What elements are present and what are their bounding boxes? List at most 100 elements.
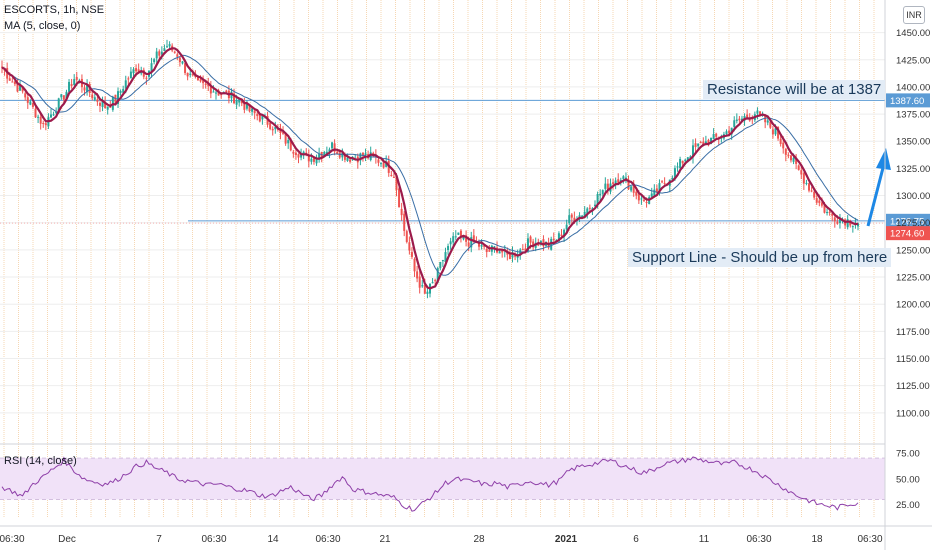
- candle-body: [547, 243, 550, 248]
- candle-body: [681, 160, 684, 164]
- candle-body: [691, 145, 694, 158]
- candle-body: [627, 179, 630, 190]
- candle-body: [434, 280, 437, 282]
- candle-body: [83, 87, 86, 91]
- candle-body: [813, 191, 816, 198]
- price-tick-label: 1350.00: [896, 137, 930, 148]
- candle-body: [204, 83, 207, 85]
- candle-body: [398, 188, 401, 208]
- candle-body: [403, 213, 406, 231]
- price-tick-label: 1125.00: [896, 381, 930, 392]
- candle-body: [209, 86, 212, 94]
- level-tag-label: 1276.75: [890, 216, 924, 227]
- candle-body: [637, 193, 640, 201]
- candle-body: [686, 157, 689, 162]
- candle-body: [274, 127, 277, 130]
- candle-body: [251, 108, 254, 112]
- candle-body: [838, 219, 841, 223]
- candle-body: [818, 200, 821, 203]
- candle-body: [168, 44, 171, 47]
- candle-body: [759, 111, 762, 115]
- candle-body: [307, 154, 310, 162]
- candle-body: [135, 68, 138, 72]
- candle-body: [253, 110, 256, 114]
- candle-body: [784, 148, 787, 155]
- candle-body: [34, 108, 37, 118]
- candle-body: [658, 183, 661, 194]
- candle-body: [782, 142, 785, 149]
- price-tick-label: 1450.00: [896, 28, 930, 39]
- candle-body: [789, 155, 792, 161]
- candle-body: [671, 177, 674, 180]
- candle-body: [800, 170, 803, 175]
- candle-body: [733, 120, 736, 127]
- candle-body: [93, 97, 96, 100]
- candle-body: [410, 252, 413, 257]
- candle-body: [624, 177, 627, 179]
- candle-body: [498, 251, 501, 254]
- candle-body: [568, 215, 571, 224]
- candle-body: [364, 153, 367, 156]
- candle-body: [173, 51, 176, 53]
- candle-body: [361, 152, 364, 156]
- candle-body: [565, 224, 568, 230]
- candle-body: [124, 80, 127, 89]
- candle-body: [462, 236, 465, 240]
- candle-body: [181, 61, 184, 64]
- candle-body: [596, 194, 599, 205]
- candle-body: [599, 193, 602, 196]
- rsi-tick-label: 50.00: [896, 474, 920, 485]
- candle-body: [426, 291, 429, 294]
- candle-body: [176, 54, 179, 57]
- candle-body: [457, 232, 460, 235]
- candle-body: [13, 81, 16, 85]
- candle-body: [269, 122, 272, 130]
- candle-body: [828, 211, 831, 213]
- candle-body: [606, 183, 609, 190]
- candle-body: [836, 221, 839, 224]
- candle-body: [614, 180, 617, 185]
- candle-body: [820, 202, 823, 206]
- candle-body: [532, 241, 535, 248]
- last-price-tag: [886, 226, 930, 241]
- rsi-line: [1, 456, 859, 512]
- candle-body: [797, 165, 800, 170]
- candle-body: [560, 234, 563, 236]
- candle-body: [704, 141, 707, 144]
- candle-body: [60, 94, 63, 98]
- candle-body: [493, 246, 496, 248]
- candle-body: [653, 189, 656, 196]
- candle-body: [292, 151, 295, 154]
- candle-body: [583, 211, 586, 218]
- candle-body: [588, 207, 591, 209]
- candle-body: [413, 258, 416, 272]
- candle-body: [635, 191, 638, 196]
- candle-body: [447, 246, 450, 250]
- candle-body: [570, 214, 573, 218]
- ma-line: [1, 47, 859, 290]
- candle-body: [57, 98, 60, 111]
- candle-body: [196, 77, 199, 81]
- candle-body: [248, 104, 251, 112]
- price-tick-label: 1150.00: [896, 354, 930, 365]
- candle-body: [52, 114, 55, 116]
- candle-body: [44, 123, 47, 126]
- candle-body: [756, 110, 759, 114]
- candle-body: [325, 151, 328, 155]
- candle-body: [302, 151, 305, 154]
- candle-body: [377, 159, 380, 163]
- last-price-label: 1274.60: [890, 229, 924, 240]
- candle-body: [601, 190, 604, 194]
- candle-body: [774, 128, 777, 135]
- candle-body: [617, 179, 620, 183]
- candle-body: [612, 182, 615, 184]
- candle-body: [550, 238, 553, 250]
- candle-body: [117, 91, 120, 104]
- time-tick-label: 28: [473, 534, 485, 545]
- candle-body: [186, 72, 189, 77]
- currency-badge[interactable]: INR: [903, 6, 925, 24]
- level-tag-label: 1387.60: [890, 96, 924, 107]
- candle-body: [423, 285, 426, 294]
- candle-body: [297, 154, 300, 158]
